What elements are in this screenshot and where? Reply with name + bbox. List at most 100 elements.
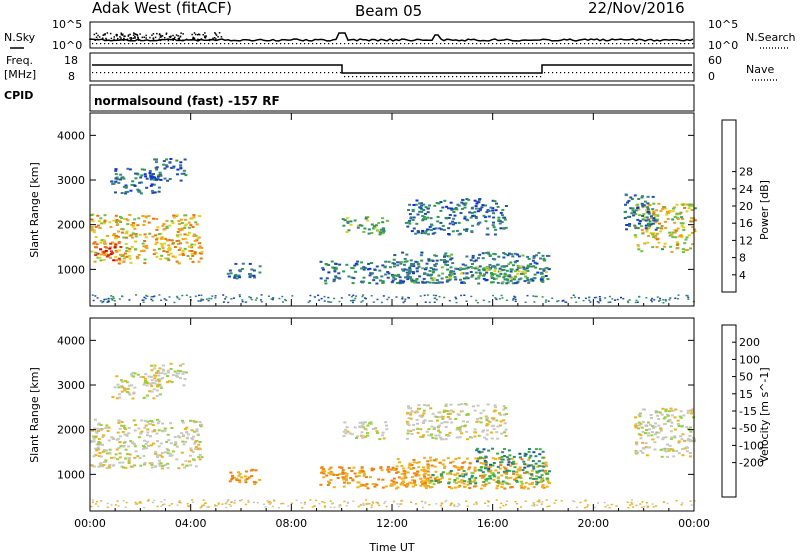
power-ground-cell	[291, 295, 294, 297]
noise-search-point	[137, 37, 139, 39]
power-cell	[533, 261, 537, 264]
velocity-cell	[408, 464, 412, 467]
power-cell	[529, 263, 533, 265]
velocity-colorbar-tick-label: 100	[739, 353, 760, 366]
velocity-cell	[522, 460, 526, 463]
velocity-cell	[160, 455, 164, 458]
noise-search-point	[113, 38, 115, 41]
velocity-cell	[376, 431, 379, 434]
power-cell	[652, 217, 656, 220]
power-cell	[367, 232, 371, 235]
power-ground-cell	[686, 294, 689, 297]
velocity-cell	[500, 455, 504, 458]
velocity-cell	[161, 430, 165, 433]
velocity-cell	[353, 426, 357, 429]
velocity-cell	[96, 446, 100, 449]
nave-label: Nave	[746, 63, 774, 76]
velocity-cell	[196, 433, 200, 436]
velocity-cell	[407, 429, 410, 432]
power-cell	[120, 192, 124, 194]
velocity-panel-frame	[89, 317, 695, 512]
power-cell	[384, 273, 388, 276]
velocity-cell	[245, 477, 249, 480]
velocity-cell	[496, 485, 500, 487]
noise-search-point	[191, 33, 193, 36]
velocity-cell	[359, 485, 363, 487]
power-cell	[688, 203, 692, 206]
power-cell	[366, 216, 370, 219]
velocity-ground-cell	[458, 504, 461, 506]
velocity-ground-cell	[378, 504, 381, 507]
velocity-cell	[373, 427, 377, 430]
noise-search-point	[484, 43, 486, 45]
power-cell	[531, 259, 535, 262]
velocity-cell	[506, 477, 510, 480]
power-ground-cell	[653, 299, 656, 301]
velocity-cell	[120, 390, 124, 393]
velocity-cell	[390, 483, 394, 486]
velocity-cell	[454, 473, 458, 476]
velocity-cell	[105, 449, 108, 452]
power-cell	[386, 276, 390, 279]
noise-search-point	[156, 43, 158, 45]
noise-search-point	[520, 43, 522, 45]
power-cell	[319, 260, 323, 263]
velocity-cell	[423, 482, 427, 484]
velocity-cell	[158, 459, 161, 462]
velocity-cell	[157, 374, 161, 377]
power-cell	[162, 223, 166, 226]
power-cell	[149, 176, 153, 179]
power-ground-cell	[386, 298, 389, 301]
nave-point	[408, 76, 410, 78]
velocity-cell	[121, 430, 125, 433]
velocity-ground-cell	[323, 501, 326, 504]
nave-point	[120, 72, 122, 74]
power-ground-cell	[160, 299, 162, 301]
power-cell	[646, 208, 650, 211]
power-ground-cell	[589, 301, 592, 303]
velocity-cell	[338, 466, 342, 469]
noise-search-point	[113, 36, 115, 38]
velocity-ground-cell	[500, 502, 503, 505]
power-ground-cell	[185, 294, 188, 296]
velocity-cell	[477, 434, 481, 437]
power-cell	[421, 281, 425, 284]
velocity-cell	[430, 425, 434, 428]
velocity-cell	[410, 433, 414, 435]
velocity-cell	[116, 431, 120, 434]
power-cell	[495, 202, 498, 205]
velocity-ground-cell	[178, 500, 181, 502]
velocity-cell	[437, 434, 441, 437]
velocity-cell	[410, 410, 414, 413]
velocity-cell	[503, 481, 507, 484]
nave-point	[284, 72, 286, 74]
power-cell	[516, 264, 520, 267]
power-ground-cell	[168, 296, 171, 298]
power-cell	[108, 221, 112, 224]
velocity-cell	[539, 481, 543, 483]
velocity-cell	[403, 472, 407, 475]
power-ground-cell	[687, 298, 690, 300]
velocity-cell	[494, 469, 498, 472]
velocity-cell	[417, 461, 421, 464]
noise-search-label: N.Search	[746, 31, 796, 44]
power-cell	[487, 210, 491, 212]
velocity-cell	[180, 432, 184, 435]
noise-search-point	[122, 39, 125, 41]
power-cell	[522, 266, 526, 269]
velocity-cell	[453, 479, 457, 481]
velocity-ground-cell	[147, 499, 150, 501]
nave-point	[400, 76, 402, 78]
velocity-cell	[527, 458, 531, 461]
power-cell	[672, 207, 675, 210]
velocity-cell	[409, 468, 413, 471]
power-cell	[465, 218, 469, 221]
velocity-cell	[465, 430, 469, 433]
noise-search-point	[648, 43, 650, 45]
power-ground-cell	[635, 299, 638, 302]
power-cell	[196, 237, 200, 240]
power-cell	[415, 199, 419, 202]
power-cell	[445, 260, 449, 263]
nave-point	[216, 72, 218, 74]
power-cell	[141, 242, 145, 245]
